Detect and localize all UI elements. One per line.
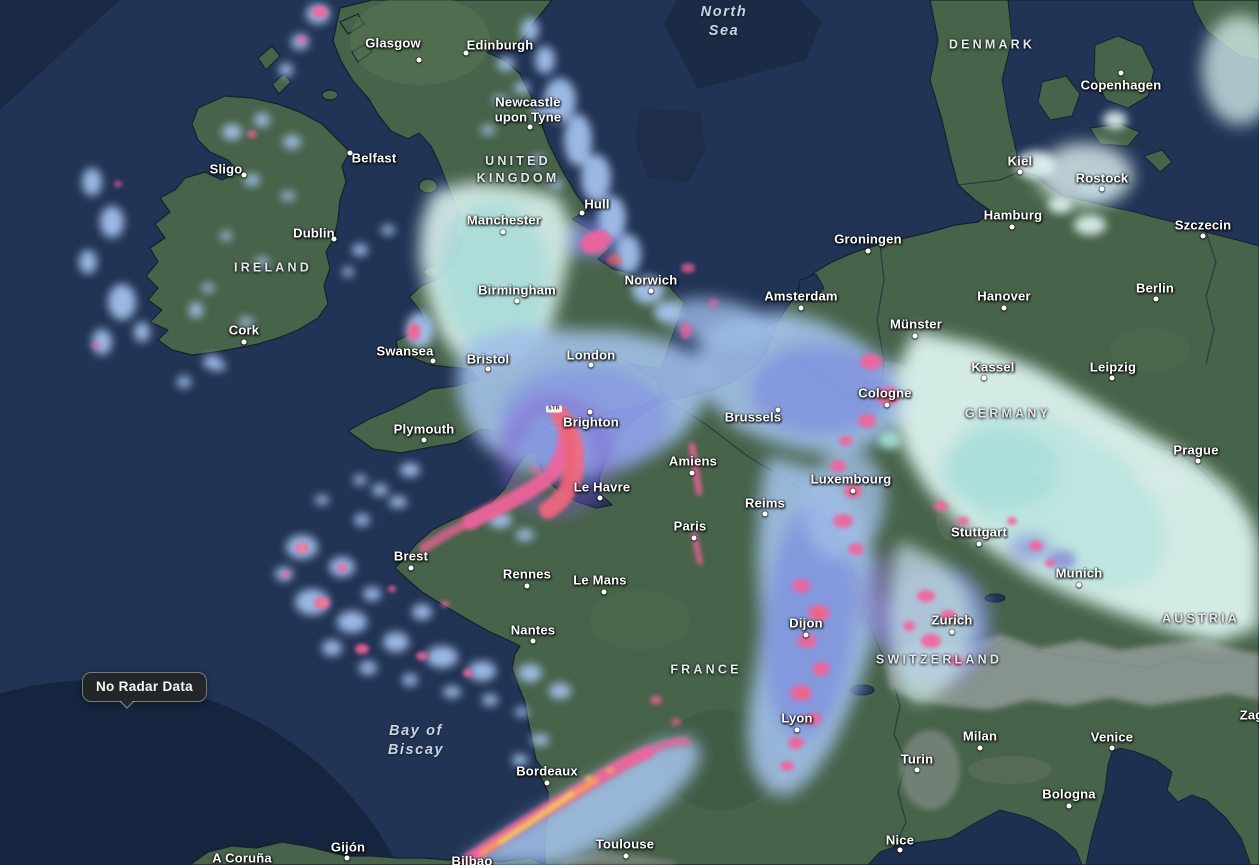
no-radar-data-tooltip: No Radar Data bbox=[82, 672, 207, 709]
no-radar-zones bbox=[0, 0, 822, 865]
radar-layer-scatter bbox=[79, 4, 1127, 766]
radar-layer-cores bbox=[92, 6, 1055, 865]
tooltip-arrow bbox=[119, 700, 135, 709]
tooltip-text: No Radar Data bbox=[96, 679, 193, 694]
danish-islands bbox=[1037, 35, 1173, 173]
